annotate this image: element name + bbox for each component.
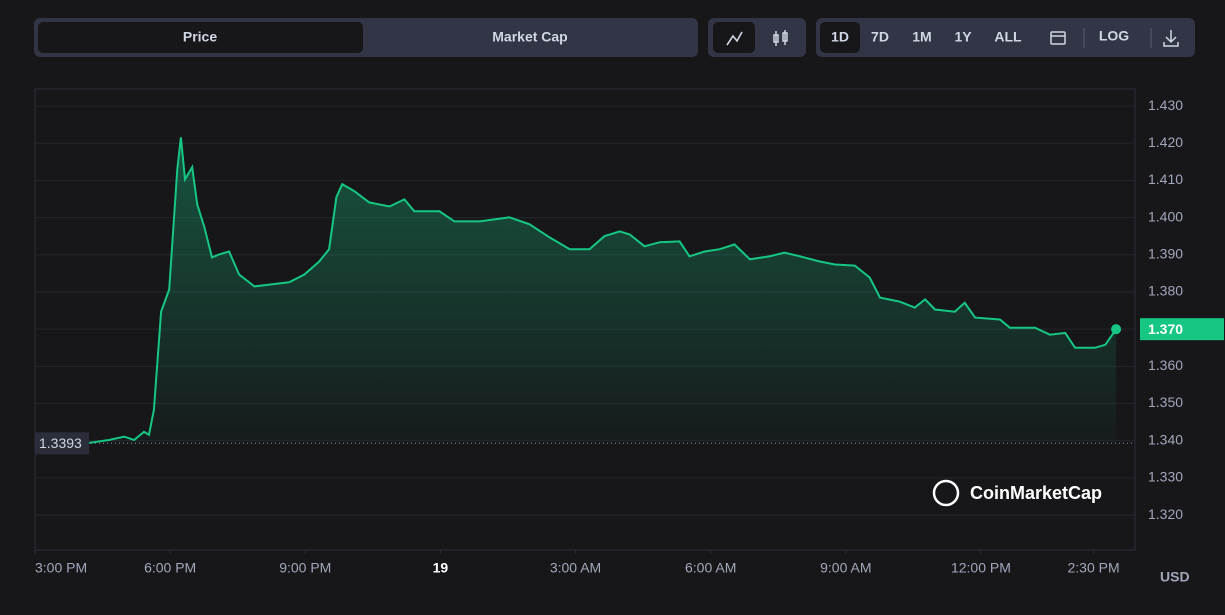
y-tick-label: 1.390 <box>1148 246 1183 262</box>
range-button[interactable]: 7D <box>871 29 889 45</box>
last-point <box>1111 324 1122 335</box>
x-tick-label: 6:00 PM <box>144 560 196 576</box>
watermark: CoinMarketCap <box>932 479 1102 507</box>
price-label: 1.370 <box>1148 321 1183 337</box>
range-button[interactable]: 1M <box>912 29 931 45</box>
tab-active[interactable] <box>38 22 363 53</box>
range-bar <box>816 18 1195 57</box>
y-tick-label: 1.330 <box>1148 469 1183 485</box>
x-tick-label: 12:00 PM <box>951 560 1011 576</box>
reference-badge <box>35 432 89 455</box>
download-icon[interactable] <box>1163 30 1179 47</box>
tab[interactable]: Price <box>183 29 217 45</box>
y-tick-label: 1.430 <box>1148 97 1183 113</box>
y-tick-label: 1.350 <box>1148 394 1183 410</box>
x-tick-label: 6:00 AM <box>685 560 736 576</box>
log-button[interactable]: LOG <box>1099 28 1129 44</box>
reference-label: 1.3393 <box>39 435 82 451</box>
y-tick-label: 1.400 <box>1148 208 1183 224</box>
x-tick-label: 9:00 AM <box>820 560 871 576</box>
range-active[interactable] <box>820 22 860 53</box>
price-badge <box>1140 318 1224 341</box>
x-tick-label: 2:30 PM <box>1067 560 1119 576</box>
calendar-icon[interactable] <box>1050 31 1066 45</box>
candle-icon[interactable] <box>773 30 788 46</box>
y-tick-label: 1.420 <box>1148 134 1183 150</box>
line-icon <box>726 31 743 46</box>
x-tick-label: 9:00 PM <box>279 560 331 576</box>
area <box>89 137 1117 444</box>
watermark-text: CoinMarketCap <box>970 483 1102 503</box>
y-tick-label: 1.380 <box>1148 283 1183 299</box>
price-line <box>88 137 1117 444</box>
plot-frame <box>34 88 1136 551</box>
y-tick-label: 1.320 <box>1148 506 1183 522</box>
x-tick-label: 19 <box>433 560 449 576</box>
y-unit: USD <box>1160 569 1190 585</box>
x-tick-label: 3:00 AM <box>550 560 601 576</box>
range-button[interactable]: 1D <box>831 29 849 45</box>
y-tick-label: 1.340 <box>1148 431 1183 447</box>
range-button[interactable]: 1Y <box>954 29 972 45</box>
tab[interactable]: Market Cap <box>492 29 567 45</box>
y-tick-label: 1.410 <box>1148 171 1183 187</box>
y-tick-label: 1.360 <box>1148 357 1183 373</box>
x-tick-label: 3:00 PM <box>35 560 87 576</box>
range-button[interactable]: ALL <box>994 29 1022 45</box>
